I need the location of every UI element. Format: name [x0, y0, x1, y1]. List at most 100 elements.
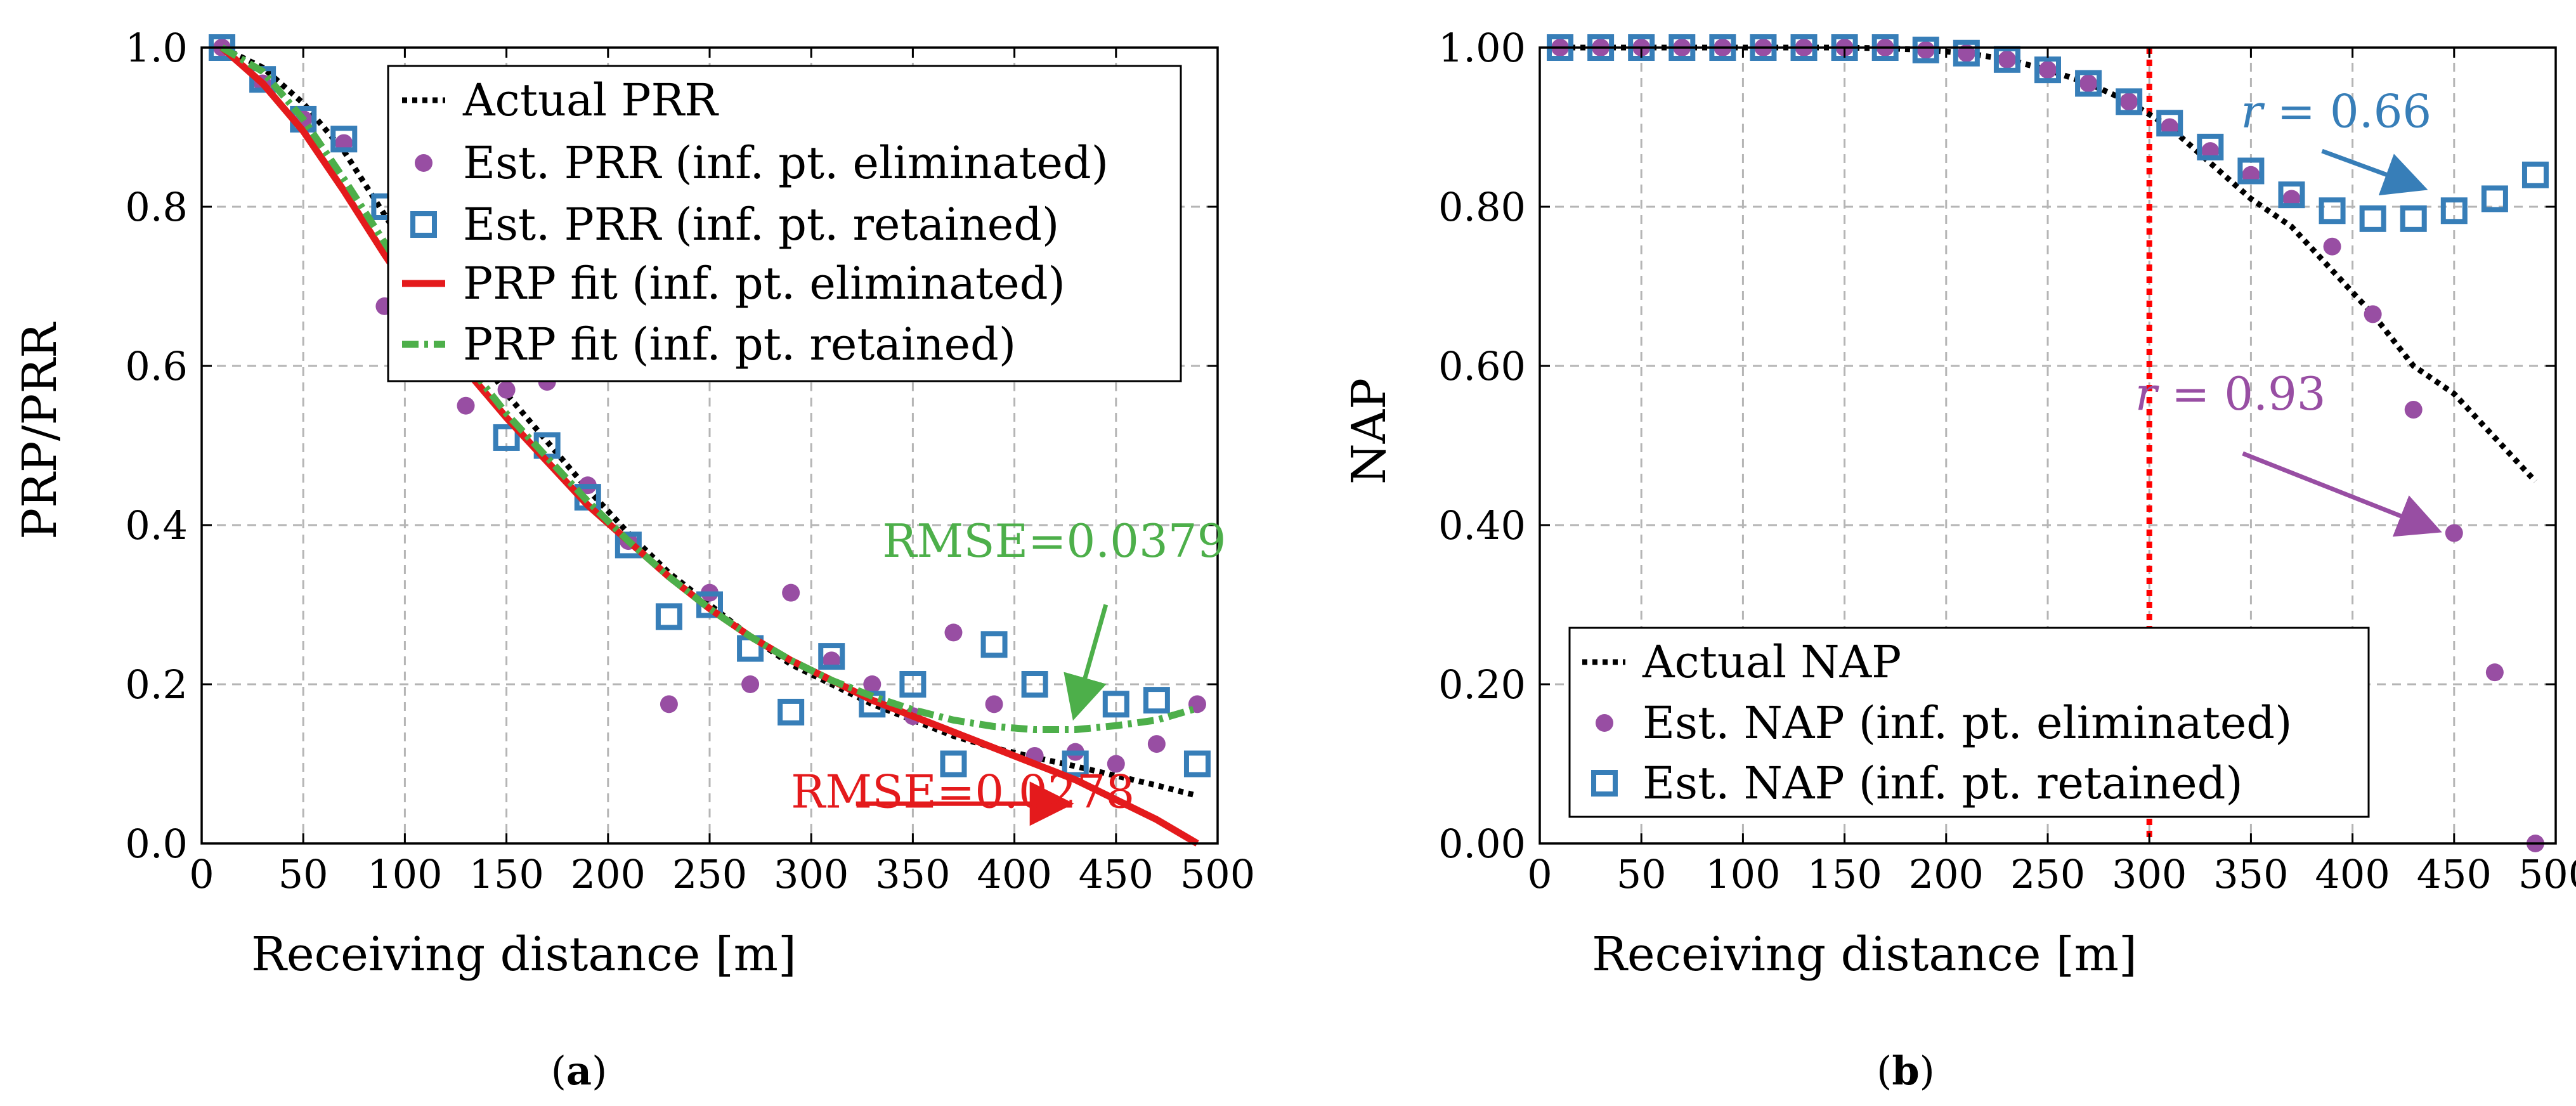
data-point [2197, 133, 2224, 160]
y-axis-title-b: NAP [1342, 378, 1396, 485]
legend-a: Actual PRR Est. PRR (inf. pt. eliminated… [387, 65, 1182, 382]
annotations-b: r = 0.66r = 0.93 [2135, 85, 2442, 537]
x-tick-label: 250 [672, 851, 747, 897]
legend-box-b [1568, 627, 2370, 818]
x-tick-label: 450 [2417, 851, 2492, 897]
x-tick-label: 400 [977, 851, 1051, 897]
legend-label-actual-nap: Actual NAP [1642, 636, 1901, 688]
data-point [2521, 161, 2549, 188]
data-point [2404, 401, 2423, 419]
data-point [2278, 181, 2305, 209]
data-point [1021, 671, 1048, 698]
data-point [1183, 750, 1211, 777]
data-point [1062, 750, 1089, 777]
legend-swatch-est-nap-eliminated [1596, 714, 1613, 732]
data-point [660, 695, 678, 713]
ticks-a: 0 50 100 150 200 250 300 350 400 450 500 0.0 0.2 0.4 0… [125, 25, 1255, 897]
data-point [1993, 46, 2020, 73]
data-point [2440, 197, 2468, 224]
data-point [2079, 74, 2098, 93]
x-tick-label: 350 [2213, 851, 2288, 897]
data-point [2120, 93, 2138, 111]
x-tick-label: 500 [1180, 851, 1255, 897]
legend-label-est-nap-eliminated: Est. NAP (inf. pt. eliminated) [1643, 697, 2292, 749]
data-point [2319, 197, 2346, 224]
legend-swatch-est-prr-eliminated [415, 154, 433, 172]
annotation-text-1: RMSE=0.0278 [791, 765, 1135, 819]
y-tick-label: 0.6 [125, 343, 188, 389]
x-tick-label: 450 [1079, 851, 1154, 897]
data-point [2364, 305, 2382, 323]
annotation-r-symbol: r [2135, 367, 2159, 420]
data-point [2156, 110, 2183, 137]
data-point [782, 583, 800, 602]
x-tick-label: 250 [2010, 851, 2085, 897]
y-tick-label: 0.8 [125, 184, 188, 230]
x-tick-label: 200 [1909, 851, 1984, 897]
x-tick-label: 0 [189, 851, 214, 897]
data-point [2400, 205, 2427, 232]
caption-a-letter: a [566, 1048, 592, 1094]
legend-b: Actual NAP Est. NAP (inf. pt. eliminated… [1568, 627, 2370, 818]
data-point [493, 424, 520, 451]
data-point [457, 396, 475, 415]
data-point [940, 750, 967, 777]
data-point [1953, 39, 1980, 67]
x-tick-label: 200 [571, 851, 646, 897]
x-axis-title-b: Receiving distance [m] [1592, 927, 2137, 982]
annotation-text-1: r = 0.93 [2135, 367, 2326, 420]
legend-label-est-nap-retained: Est. NAP (inf. pt. retained) [1643, 757, 2243, 809]
x-tick-label: 300 [774, 851, 849, 897]
annotation-r-value: = 0.66 [2263, 85, 2431, 138]
legend-label-est-prr-eliminated: Est. PRR (inf. pt. eliminated) [463, 137, 1109, 189]
legend-label-prp-fit-retained: PRP fit (inf. pt. retained) [463, 318, 1016, 370]
annotation-r-value: = 0.93 [2157, 367, 2326, 420]
y-tick-label: 0.4 [125, 502, 188, 549]
y-axis-title-a: PRP/PRR [13, 322, 67, 540]
data-point [741, 675, 760, 693]
annotation-text-0: RMSE=0.0379 [882, 514, 1226, 568]
y-tick-label: 0.2 [125, 661, 188, 708]
data-point [615, 531, 642, 559]
y-tick-label: 0.60 [1438, 343, 1526, 389]
series-line-prp-fit-inf-pt-eliminated [219, 44, 1199, 847]
x-tick-label: 150 [469, 851, 543, 897]
series-prp-fit-inf-pt-eliminated [219, 44, 1199, 847]
ticks-b: 0 50 100 150 200 250 300 350 400 450 500 0.00 0.20 0.… [1438, 25, 2576, 897]
x-tick-label: 500 [2518, 851, 2576, 897]
data-point [944, 623, 963, 642]
x-tick-label: 100 [367, 851, 442, 897]
data-point [2481, 185, 2508, 212]
annotation-r-symbol: r [2241, 85, 2265, 138]
annotations-a: RMSE=0.0379 RMSE=0.0278 [791, 514, 1226, 826]
caption-b: (b) [1877, 1048, 1935, 1094]
data-point [863, 675, 881, 693]
data-point [2116, 88, 2143, 115]
annotation-arrow-0 [1064, 604, 1109, 721]
data-point [330, 126, 358, 153]
data-point [1143, 687, 1170, 714]
data-point [899, 671, 927, 698]
panel-a: 0 50 100 150 200 250 300 350 400 450 500 0.0 0.2 0.4 0… [13, 25, 1255, 1094]
x-tick-label: 50 [1617, 851, 1667, 897]
panel-b: 0 50 100 150 200 250 300 350 400 450 500 0.00 0.20 0.… [1342, 25, 2576, 1094]
annotation-arrow-0 [2321, 148, 2428, 196]
data-point [1107, 755, 1125, 773]
data-point [2034, 56, 2061, 84]
data-point [497, 381, 516, 399]
annotation-text-0: r = 0.66 [2241, 85, 2431, 138]
data-point [1957, 44, 1975, 62]
data-point [980, 631, 1008, 658]
legend-box-a [387, 65, 1182, 382]
y-tick-label: 0.00 [1438, 821, 1526, 867]
caption-a: (a) [551, 1048, 608, 1094]
y-tick-label: 1.00 [1438, 25, 1526, 71]
data-point [2359, 205, 2386, 232]
x-axis-title-a: Receiving distance [m] [251, 927, 797, 982]
x-tick-label: 50 [278, 851, 329, 897]
series-line-prp-fit-inf-pt-retained [220, 44, 1199, 734]
data-point [777, 698, 805, 725]
y-tick-label: 1.0 [125, 25, 188, 71]
x-tick-label: 400 [2315, 851, 2390, 897]
